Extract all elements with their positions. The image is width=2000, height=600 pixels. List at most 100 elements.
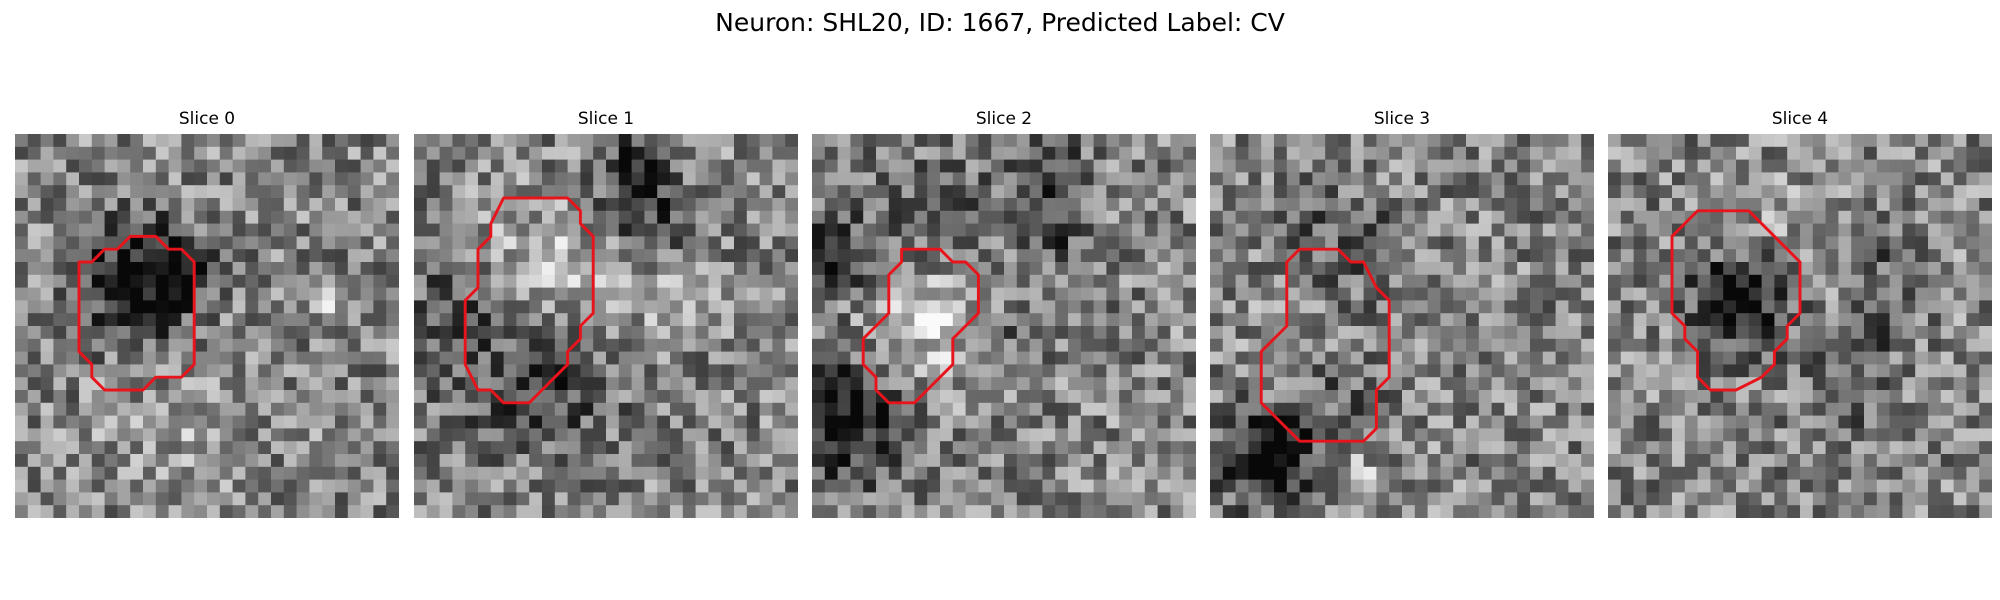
image-pixel <box>1542 236 1556 250</box>
image-pixel <box>426 402 440 416</box>
image-pixel <box>1979 249 1992 263</box>
image-pixel <box>952 210 966 224</box>
image-pixel <box>452 300 466 314</box>
image-pixel <box>1838 236 1852 250</box>
image-pixel <box>965 402 979 416</box>
image-pixel <box>1915 262 1929 276</box>
image-pixel <box>1966 441 1980 455</box>
image-pixel <box>1723 300 1737 314</box>
image-pixel <box>1376 492 1390 506</box>
image-pixel <box>876 454 890 468</box>
image-pixel <box>1016 454 1030 468</box>
image-pixel <box>322 198 336 212</box>
image-pixel <box>631 185 645 199</box>
image-pixel <box>1787 159 1801 173</box>
image-pixel <box>194 454 208 468</box>
image-pixel <box>1517 172 1531 186</box>
image-pixel <box>657 313 671 327</box>
image-pixel <box>168 351 182 365</box>
image-pixel <box>1530 390 1544 404</box>
image-pixel <box>143 326 157 340</box>
image-pixel <box>529 402 543 416</box>
image-pixel <box>618 466 632 480</box>
image-pixel <box>66 313 80 327</box>
image-pixel <box>1889 402 1903 416</box>
image-pixel <box>1170 185 1184 199</box>
image-pixel <box>79 134 93 148</box>
image-pixel <box>1235 402 1249 416</box>
image-pixel <box>104 492 118 506</box>
image-pixel <box>91 338 105 352</box>
image-pixel <box>554 390 568 404</box>
image-pixel <box>785 185 798 199</box>
image-pixel <box>606 262 620 276</box>
image-pixel <box>991 236 1005 250</box>
image-pixel <box>785 428 798 442</box>
image-pixel <box>347 274 361 288</box>
image-pixel <box>1953 146 1967 160</box>
image-pixel <box>1248 185 1262 199</box>
image-pixel <box>1363 326 1377 340</box>
image-pixel <box>271 313 285 327</box>
image-pixel <box>1170 390 1184 404</box>
image-pixel <box>1902 441 1916 455</box>
image-pixel <box>1261 134 1275 148</box>
image-pixel <box>1608 300 1622 314</box>
image-pixel <box>1761 300 1775 314</box>
image-pixel <box>452 249 466 263</box>
image-pixel <box>708 428 722 442</box>
image-pixel <box>1672 466 1686 480</box>
image-pixel <box>837 146 851 160</box>
image-pixel <box>1248 428 1262 442</box>
image-pixel <box>772 505 786 518</box>
image-pixel <box>529 223 543 237</box>
image-pixel <box>1389 274 1403 288</box>
image-pixel <box>1633 428 1647 442</box>
image-pixel <box>927 172 941 186</box>
image-pixel <box>746 287 760 301</box>
image-pixel <box>1851 390 1865 404</box>
image-pixel <box>516 390 530 404</box>
image-pixel <box>1132 210 1146 224</box>
image-pixel <box>143 313 157 327</box>
image-pixel <box>670 249 684 263</box>
image-pixel <box>863 505 877 518</box>
image-pixel <box>863 428 877 442</box>
image-pixel <box>130 210 144 224</box>
image-pixel <box>863 466 877 480</box>
image-pixel <box>1902 402 1916 416</box>
image-pixel <box>1723 249 1737 263</box>
image-pixel <box>1350 300 1364 314</box>
image-pixel <box>965 351 979 365</box>
image-pixel <box>1697 454 1711 468</box>
image-pixel <box>1646 262 1660 276</box>
image-pixel <box>1119 326 1133 340</box>
image-pixel <box>245 249 259 263</box>
image-pixel <box>1581 300 1594 314</box>
image-pixel <box>721 364 735 378</box>
image-pixel <box>15 466 29 480</box>
image-pixel <box>40 492 54 506</box>
image-pixel <box>91 223 105 237</box>
image-pixel <box>1825 364 1839 378</box>
image-pixel <box>1620 428 1634 442</box>
image-pixel <box>181 236 195 250</box>
image-pixel <box>1940 146 1954 160</box>
image-pixel <box>1210 287 1224 301</box>
image-pixel <box>1953 492 1967 506</box>
image-pixel <box>53 185 67 199</box>
image-pixel <box>426 300 440 314</box>
image-pixel <box>296 415 310 429</box>
image-pixel <box>1953 210 1967 224</box>
image-pixel <box>40 351 54 365</box>
image-pixel <box>1530 466 1544 480</box>
image-pixel <box>1774 300 1788 314</box>
image-pixel <box>888 492 902 506</box>
image-pixel <box>181 415 195 429</box>
image-pixel <box>1402 428 1416 442</box>
image-pixel <box>465 210 479 224</box>
image-pixel <box>952 402 966 416</box>
image-pixel <box>207 262 221 276</box>
image-pixel <box>772 415 786 429</box>
image-pixel <box>1042 287 1056 301</box>
